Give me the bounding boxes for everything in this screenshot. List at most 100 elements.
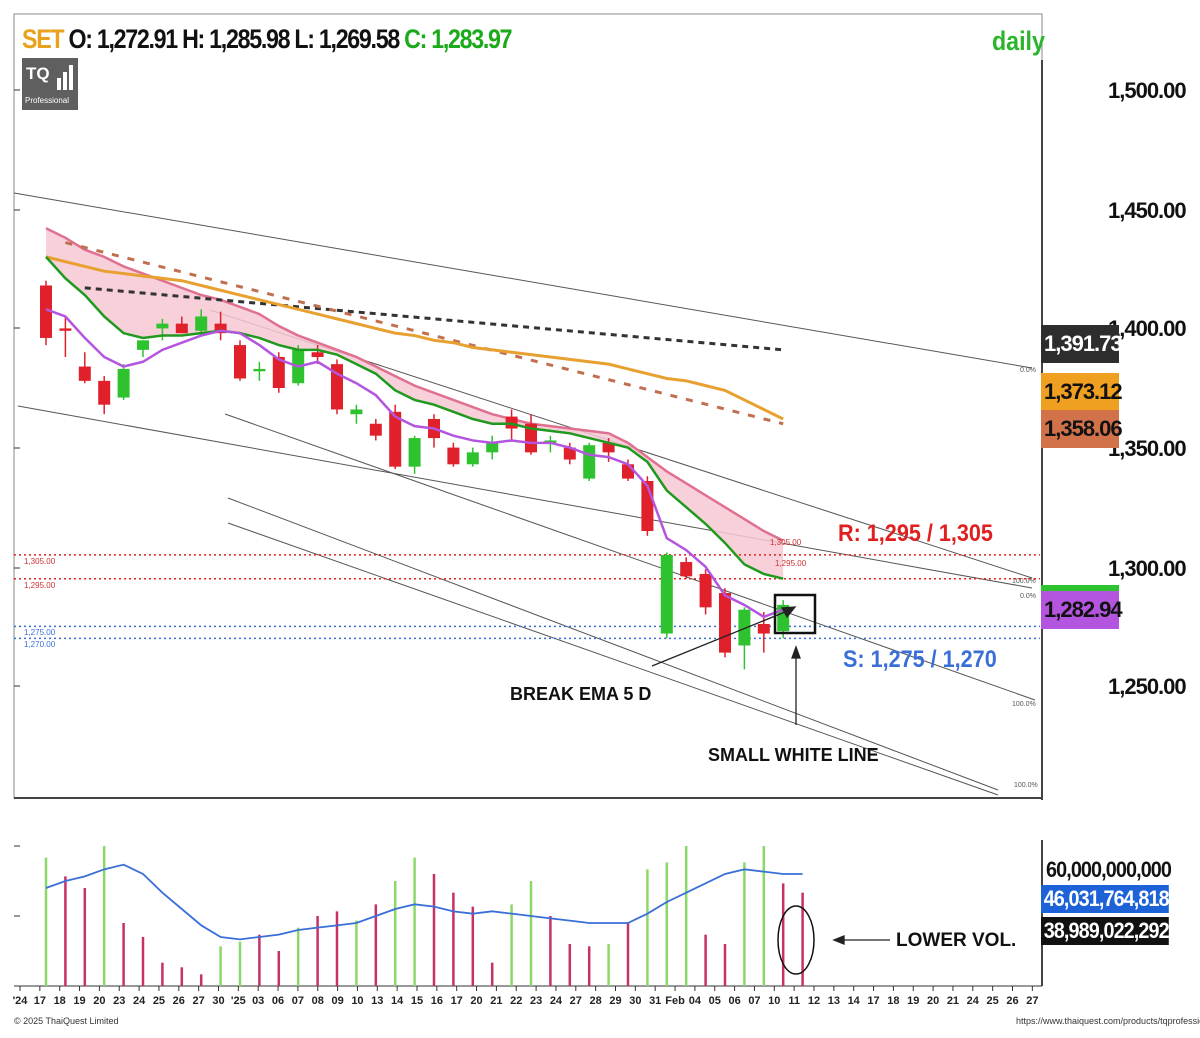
candle-body [137, 340, 149, 350]
ema-lines [45, 256, 784, 619]
close-value: C: 1,283.97 [404, 24, 512, 54]
y-tick-1450: 1,450.00 [1108, 198, 1187, 223]
candle-2 [78, 352, 91, 384]
sr-small-labels: 1,305.00 1,295.00 1,275.00 1,270.00 1,30… [24, 538, 807, 649]
ema-band-fill [46, 228, 784, 579]
fib-label-1: 0.0% [1020, 367, 1036, 374]
band-label-bottom: 1,295.00 [775, 559, 807, 568]
copyright-text: © 2025 ThaiQuest Limited [14, 1016, 119, 1026]
dashed-ma-lines [45, 241, 784, 426]
candle-body [699, 573, 712, 608]
price-badge-1358: 1,358.06 [1041, 410, 1123, 448]
candle-36 [738, 607, 751, 670]
x-tick-label-1: 17 [34, 995, 46, 1007]
sr-label-1305: 1,305.00 [24, 557, 56, 566]
x-tick-label-6: 24 [133, 995, 146, 1007]
fib-labels: 0.0% 100.0% 0.0% 100.0% 100.0% [1012, 367, 1038, 789]
open-value: O: 1,272.91 [68, 24, 178, 54]
x-tick-label-45: 19 [907, 995, 919, 1007]
x-tick-label-31: 30 [629, 995, 641, 1007]
candle-22 [466, 447, 479, 467]
candle-body [525, 423, 537, 453]
low-value: L: 1,269.58 [294, 24, 400, 54]
candle-body [466, 452, 479, 465]
candle-body [214, 323, 227, 334]
candle-body [447, 447, 460, 465]
candle-body [195, 316, 208, 331]
candle-body [98, 380, 111, 405]
candle-16 [350, 404, 363, 424]
x-tick-label-4: 20 [93, 995, 105, 1007]
x-tick-label-49: 25 [987, 995, 999, 1007]
candle-body [253, 368, 266, 372]
x-tick-label-28: 27 [570, 995, 582, 1007]
x-tick-label-29: 28 [590, 995, 602, 1007]
candle-34 [699, 569, 712, 615]
y-tick-1350: 1,350.00 [1108, 436, 1187, 461]
candle-28 [583, 442, 596, 481]
x-tick-label-14: 07 [292, 995, 304, 1007]
price-badge-1373: 1,373.12 [1041, 373, 1123, 411]
x-tick-label-24: 21 [490, 995, 502, 1007]
x-tick-label-47: 21 [947, 995, 959, 1007]
x-tick-label-12: 03 [252, 995, 264, 1007]
x-tick-label-34: 04 [689, 995, 702, 1007]
support-resistance-lines [14, 554, 1040, 640]
price-badge-1391: 1,391.73 [1041, 325, 1123, 363]
x-tick-label-21: 16 [431, 995, 443, 1007]
x-tick-label-41: 13 [828, 995, 840, 1007]
channel-inner-line [224, 413, 1036, 701]
candle-body [156, 323, 169, 329]
candle-21 [447, 442, 460, 467]
fib-label-3: 0.0% [1020, 593, 1036, 600]
candle-23 [486, 435, 499, 460]
x-tick-label-13: 06 [272, 995, 284, 1007]
candle-body [78, 366, 91, 381]
candle-15 [331, 359, 343, 415]
highlight-box [773, 593, 817, 635]
fib-label-4: 100.0% [1012, 701, 1036, 708]
candle-body [234, 345, 246, 379]
candle-4 [117, 364, 130, 400]
x-tick-label-19: 14 [391, 995, 404, 1007]
x-tick-label-30: 29 [609, 995, 621, 1007]
x-tick-label-15: 08 [312, 995, 324, 1007]
y-tick-1400: 1,400.00 [1108, 316, 1187, 341]
x-tick-label-5: 23 [113, 995, 125, 1007]
candle-body [660, 554, 673, 634]
candle-body [311, 352, 324, 358]
high-value: H: 1,285.98 [182, 24, 290, 54]
ema10-badge [1041, 585, 1119, 591]
x-tick-label-37: 07 [748, 995, 760, 1007]
x-tick-label-48: 24 [967, 995, 980, 1007]
tq-logo: TQ Professional [22, 58, 78, 110]
candle-body [59, 328, 72, 331]
x-tick-label-32: 31 [649, 995, 661, 1007]
x-tick-label-27: 24 [550, 995, 563, 1007]
candle-body [408, 438, 421, 467]
x-tick-label-43: 17 [867, 995, 879, 1007]
dashed-ma-brown [65, 241, 784, 426]
candle-17 [369, 418, 382, 441]
x-tick-label-44: 18 [887, 995, 899, 1007]
support-annotation: S: 1,275 / 1,270 [843, 646, 997, 673]
break-ema-annotation: BREAK EMA 5 D [510, 684, 652, 704]
x-tick-label-9: 27 [193, 995, 205, 1007]
symbol-label: SET [22, 24, 65, 54]
candle-5 [137, 340, 149, 358]
channel-lower-line [17, 405, 1033, 589]
x-tick-label-23: 20 [470, 995, 482, 1007]
candle-body [350, 409, 363, 415]
candle-32 [660, 552, 673, 639]
sr-label-1270: 1,270.00 [24, 640, 56, 649]
lower-vol-annotation: LOWER VOL. [896, 930, 1017, 951]
x-tick-label-11: '25 [231, 995, 246, 1007]
bar-chart-icon [57, 65, 73, 90]
candle-0 [40, 280, 52, 346]
candle-25 [525, 414, 537, 455]
timeframe-label[interactable]: daily [992, 26, 1045, 56]
x-tick-label-46: 20 [927, 995, 939, 1007]
candle-1 [59, 316, 72, 358]
ema-band-upper-line [45, 227, 784, 542]
